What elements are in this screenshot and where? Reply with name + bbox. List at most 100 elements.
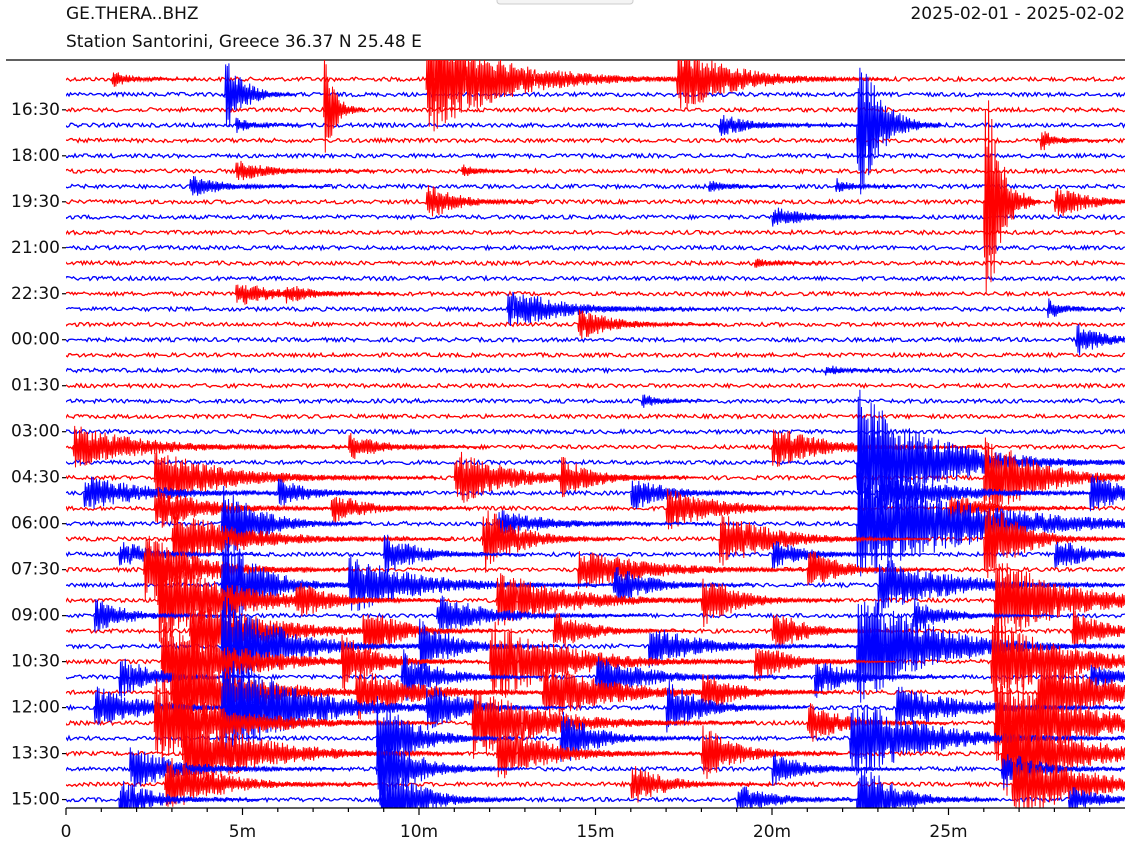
trace — [66, 259, 1125, 267]
event-waveform — [425, 60, 709, 132]
trace — [66, 397, 1125, 405]
event-waveform — [736, 786, 878, 808]
event-waveform — [753, 258, 825, 268]
event-waveform — [1089, 664, 1125, 691]
event-waveform — [993, 563, 1125, 643]
event-waveform — [552, 613, 695, 647]
event-waveform — [153, 450, 437, 504]
trace — [66, 550, 1125, 559]
x-tick-label: 15m — [576, 822, 614, 842]
trace — [66, 213, 1125, 221]
event-waveform — [612, 566, 755, 602]
event-waveform — [277, 478, 419, 506]
event-waveform — [111, 72, 197, 87]
y-tick-label: 01:30 — [11, 376, 60, 396]
event-waveform — [1053, 188, 1125, 217]
y-tick-label: 00:00 — [11, 330, 60, 350]
event-waveform — [72, 425, 355, 468]
y-tick-label: 21:00 — [11, 238, 60, 258]
event-waveform — [700, 725, 843, 779]
event-waveform — [425, 184, 540, 217]
x-tick-label: 10m — [400, 822, 438, 842]
event-waveform — [700, 578, 843, 628]
y-tick-label: 04:30 — [11, 468, 60, 488]
event-waveform — [849, 704, 1125, 776]
event-waveform — [118, 780, 261, 808]
event-waveform — [153, 487, 366, 528]
event-waveform — [824, 365, 896, 376]
event-waveform — [220, 596, 433, 700]
event-waveform — [1089, 474, 1125, 512]
trace — [66, 106, 1125, 114]
trace — [66, 136, 1125, 144]
event-waveform — [418, 618, 561, 675]
trace — [66, 336, 1125, 344]
y-tick-label: 09:00 — [11, 606, 60, 626]
trace — [66, 412, 1125, 420]
trace — [66, 274, 1125, 283]
event-waveform — [376, 734, 518, 805]
event-waveform — [234, 284, 377, 305]
event-waveform — [948, 496, 1090, 525]
chart-subtitle: Station Santorini, Greece 36.37 N 25.48 … — [66, 32, 422, 52]
event-waveform — [1046, 298, 1118, 319]
event-waveform — [676, 60, 889, 110]
event-waveform — [506, 291, 719, 326]
event-waveform — [983, 501, 1125, 579]
event-waveform — [640, 394, 712, 408]
event-waveform — [355, 667, 568, 720]
trace — [66, 167, 1125, 175]
event-waveform — [630, 480, 772, 510]
toolbar — [496, 0, 634, 5]
event-waveform — [1039, 131, 1111, 151]
event-waveform — [496, 510, 709, 537]
event-waveform — [362, 614, 504, 657]
y-tick-label: 22:30 — [11, 284, 60, 304]
event-waveform — [708, 180, 780, 192]
event-waveform — [489, 621, 773, 698]
x-tick-label: 0 — [61, 822, 72, 842]
y-tick-label: 07:30 — [11, 560, 60, 580]
trace — [66, 428, 1125, 436]
event-waveform — [856, 599, 1125, 703]
event-waveform — [220, 485, 363, 562]
y-tick-label: 13:30 — [11, 744, 60, 764]
event-waveform — [224, 63, 296, 128]
x-tick-label: 20m — [753, 822, 791, 842]
trace — [66, 121, 1125, 129]
event-waveform — [912, 598, 1055, 632]
y-tick-label: 10:30 — [11, 652, 60, 672]
x-tick-label: 25m — [929, 822, 967, 842]
y-tick-label: 19:30 — [11, 192, 60, 212]
event-waveform — [482, 510, 624, 573]
event-waveform — [577, 309, 719, 339]
event-waveform — [471, 689, 755, 759]
x-tick-label: 5m — [229, 822, 256, 842]
y-tick-label: 06:00 — [11, 514, 60, 534]
event-waveform — [496, 732, 709, 779]
event-waveform — [665, 488, 878, 530]
event-waveform — [189, 175, 331, 196]
y-tick-label: 16:30 — [11, 100, 60, 120]
event-waveform — [1075, 323, 1125, 356]
event-waveform — [340, 634, 483, 690]
event-waveform — [856, 769, 998, 808]
event-waveform — [1068, 787, 1125, 808]
event-waveform — [753, 648, 896, 682]
event-waveform — [425, 686, 568, 731]
event-waveform — [118, 542, 260, 566]
traces — [66, 60, 1125, 808]
trace — [66, 351, 1125, 359]
trace — [66, 198, 1125, 206]
event-waveform — [771, 540, 914, 569]
event-waveform — [771, 207, 913, 227]
event-waveform — [1071, 610, 1125, 649]
event-waveform — [1053, 541, 1125, 568]
event-waveform — [856, 67, 942, 195]
event-waveform — [220, 536, 363, 637]
y-tick-label: 18:00 — [11, 146, 60, 166]
event-waveform — [700, 674, 843, 709]
event-waveform — [990, 622, 1125, 703]
event-waveform — [295, 582, 437, 617]
